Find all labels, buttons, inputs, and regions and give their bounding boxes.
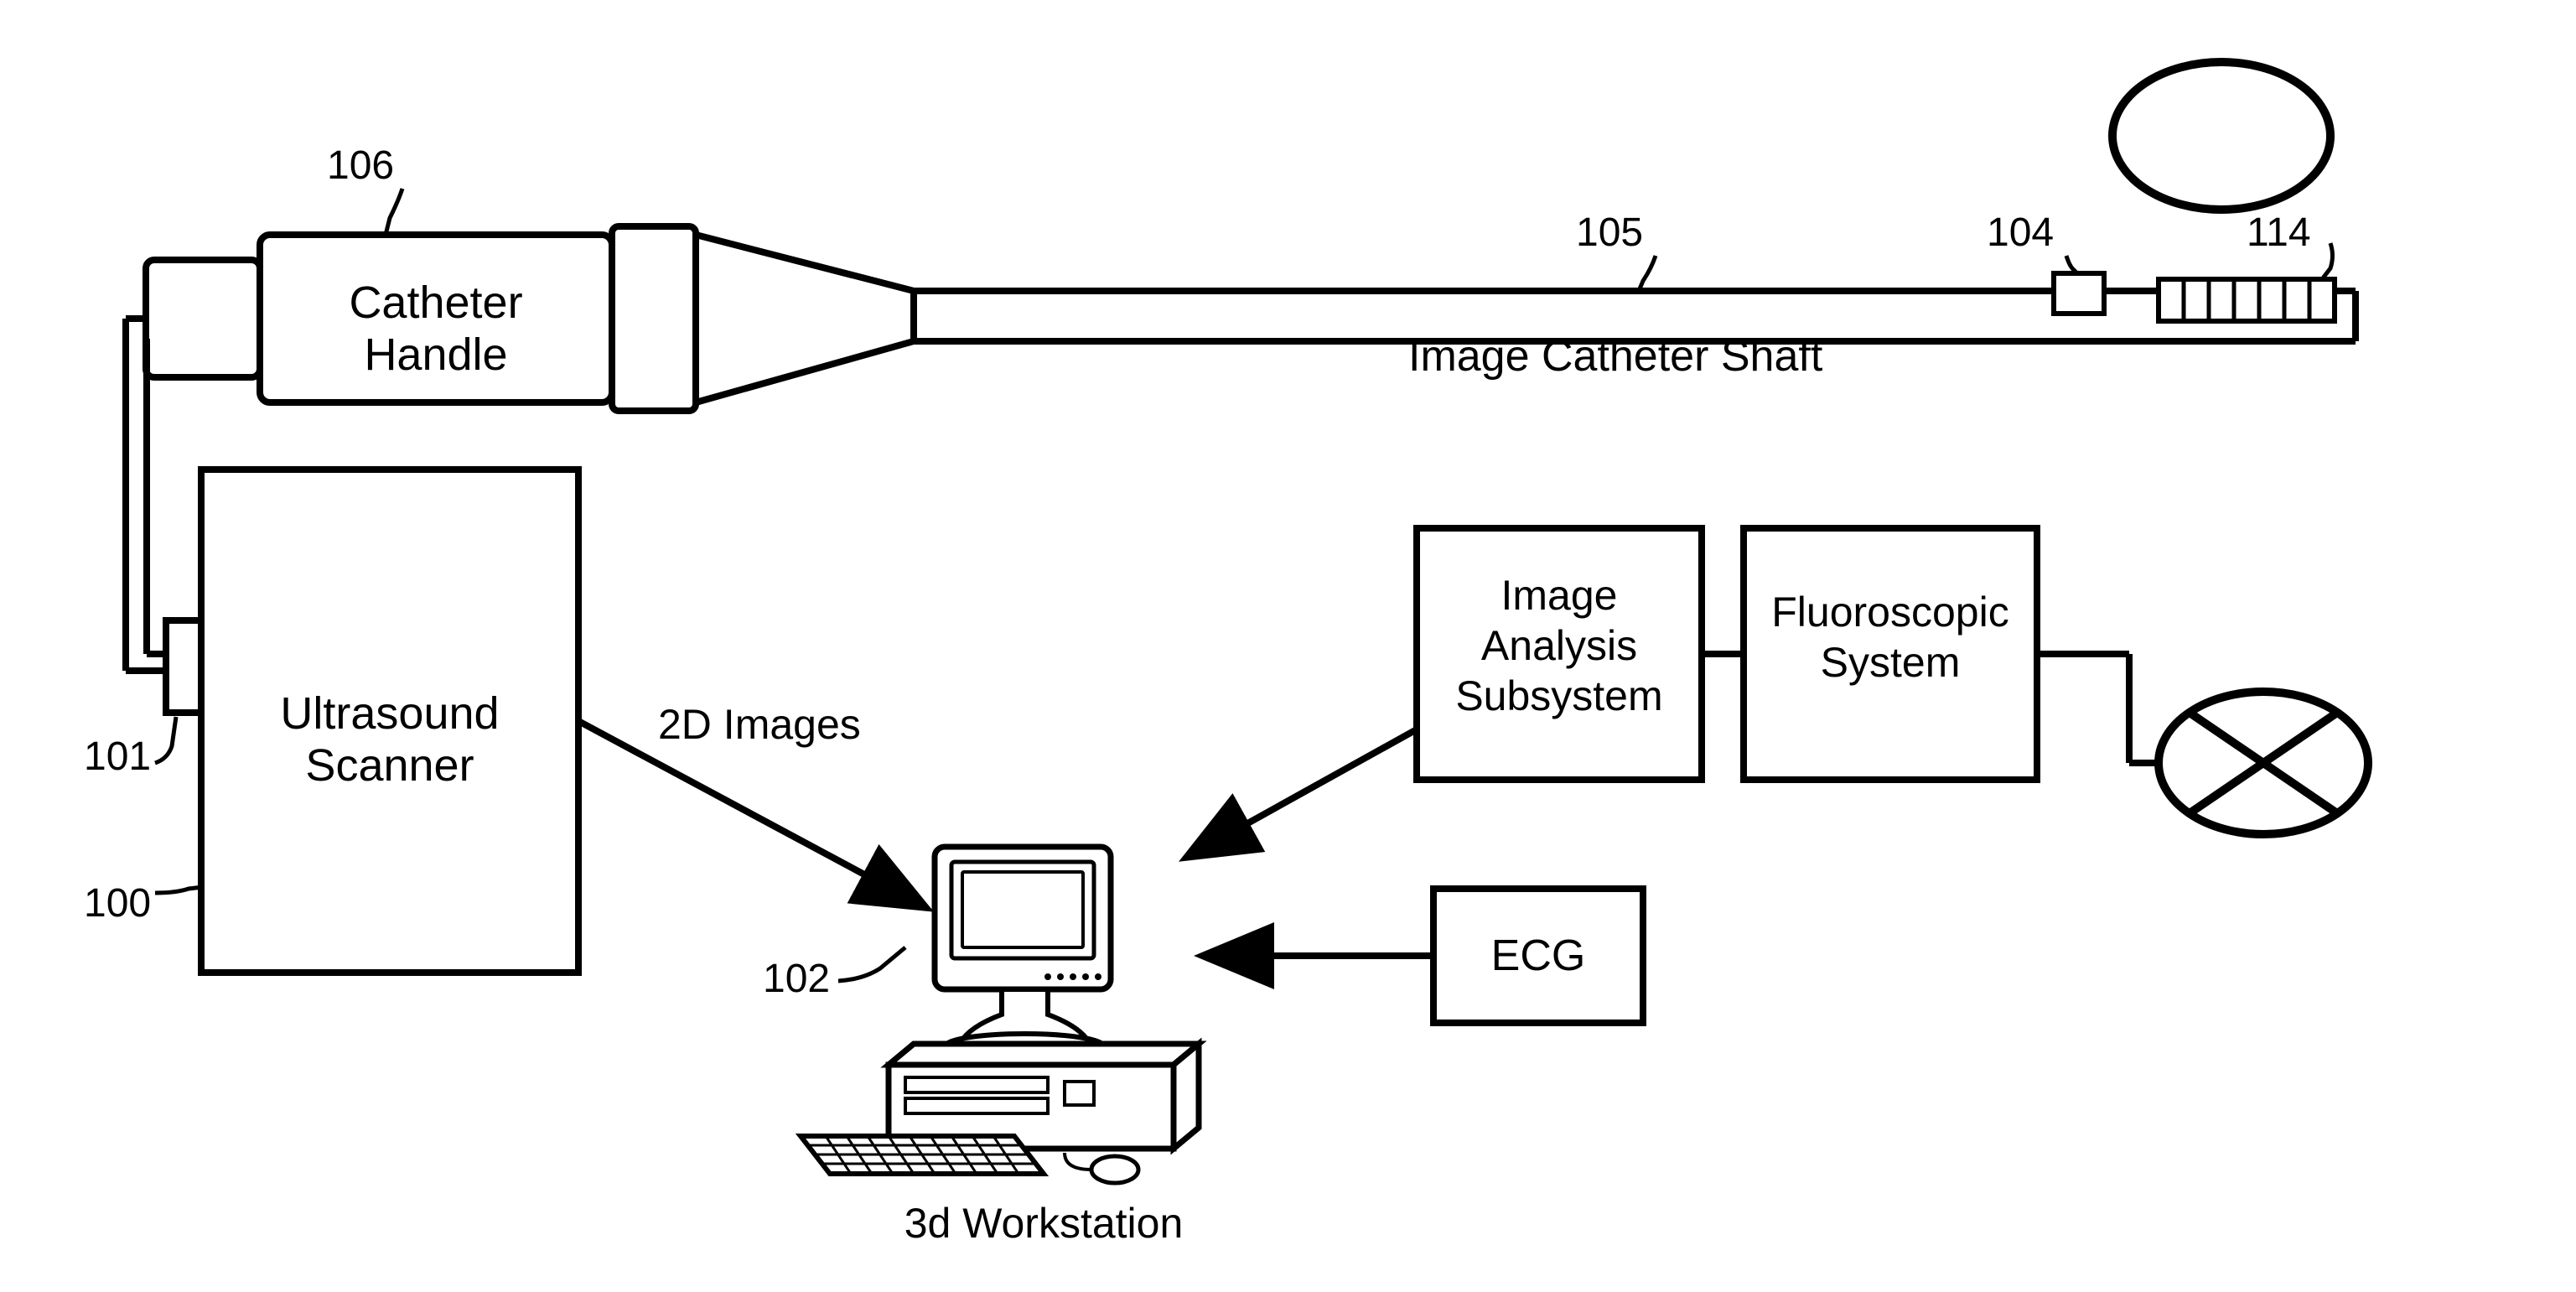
mouse <box>1091 1156 1138 1183</box>
label-shaft: Image Catheter Shaft <box>1408 331 1822 381</box>
label-catheter-handle: Catheter Handle <box>310 277 562 381</box>
ultrasound-tab <box>166 620 201 713</box>
label-3d-workstation: 3d Workstation <box>897 1199 1190 1248</box>
ref-101: 101 <box>84 734 151 780</box>
ref-100: 100 <box>84 880 151 926</box>
arrow-analysis-workstation <box>1190 729 1417 855</box>
label-ecg: ECG <box>1484 931 1593 981</box>
leader-106 <box>386 189 402 235</box>
diagram-canvas <box>0 0 2576 1292</box>
monitor-btn-2 <box>1057 973 1064 980</box>
taper <box>696 235 914 402</box>
leader-101 <box>155 717 176 763</box>
leader-114 <box>2322 243 2333 279</box>
mouse-cord <box>1065 1153 1091 1170</box>
leader-104 <box>2066 256 2077 273</box>
label-2d-images: 2D Images <box>658 700 861 749</box>
monitor-btn-1 <box>1044 973 1051 980</box>
drive-2 <box>905 1098 1048 1113</box>
tower-side <box>1174 1044 1199 1149</box>
leader-100 <box>155 887 203 893</box>
collar <box>612 226 696 411</box>
label-image-analysis: Image Analysis Subsystem <box>1450 570 1668 721</box>
label-ultrasound-scanner: Ultrasound Scanner <box>247 688 532 791</box>
handle-grip <box>146 260 260 377</box>
ellipse-top <box>2112 62 2330 210</box>
leader-102 <box>838 947 905 981</box>
ref-105: 105 <box>1576 210 1643 256</box>
ref-104: 104 <box>1987 210 2054 256</box>
drive-1 <box>905 1077 1048 1092</box>
monitor-btn-3 <box>1070 973 1076 980</box>
tower-top <box>889 1044 1199 1065</box>
ref-114: 114 <box>2247 210 2311 256</box>
leader-105 <box>1639 256 1656 291</box>
monitor-btn-4 <box>1082 973 1089 980</box>
label-fluoroscopic: Fluoroscopic System <box>1756 587 2024 688</box>
arrow-scanner-workstation <box>578 721 922 905</box>
ref-102: 102 <box>763 956 830 1002</box>
ref-106: 106 <box>327 143 394 189</box>
tip-box-104 <box>2054 273 2104 314</box>
drive-3 <box>1065 1082 1094 1105</box>
monitor-inner <box>962 872 1083 947</box>
monitor-btn-5 <box>1095 973 1101 980</box>
